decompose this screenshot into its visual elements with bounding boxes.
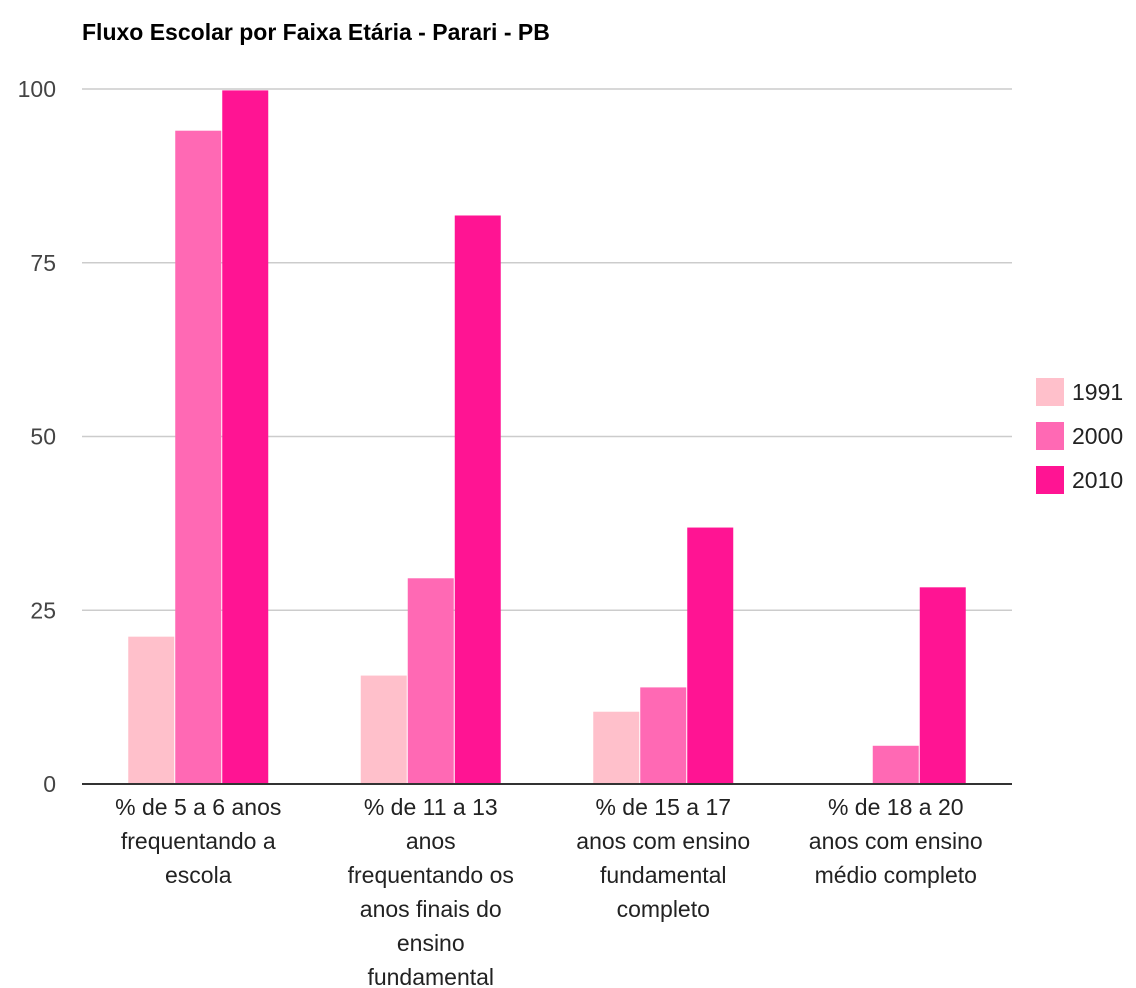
legend-swatch-2010 — [1036, 466, 1064, 494]
x-tick-label: fundamental — [600, 862, 727, 888]
y-tick-label: 75 — [30, 250, 56, 276]
x-tick-label: % de 5 a 6 anos — [115, 794, 281, 820]
bar-2000 — [175, 130, 222, 784]
axes: 0 25 50 75 100 % de 5 a 6 anos frequentando a e… — [18, 76, 1012, 988]
bar-2000 — [407, 578, 454, 784]
x-tick-label: % de 11 a 13 — [364, 794, 498, 820]
bar-1991 — [360, 675, 407, 784]
gridlines — [82, 88, 1012, 611]
y-tick-label: 50 — [30, 424, 56, 450]
x-tick-label: % de 18 a 20 — [828, 794, 964, 820]
chart-title: Fluxo Escolar por Faixa Etária - Parari … — [82, 19, 550, 45]
x-tick-label: anos com ensino — [809, 828, 983, 854]
x-tick-label: completo — [617, 896, 710, 922]
bar-2010 — [687, 527, 734, 784]
x-tick-label: ensino — [397, 930, 465, 956]
x-tick-label: anos — [406, 828, 456, 854]
x-tick-label: frequentando a — [121, 828, 276, 854]
x-tick-label: escola — [165, 862, 232, 888]
bar-2010 — [919, 587, 966, 784]
legend: 1991 2000 2010 — [1036, 378, 1123, 494]
bar-1991 — [128, 636, 175, 784]
y-tick-label: 25 — [30, 597, 56, 623]
bar-2010 — [222, 90, 269, 784]
x-tick-label: fundamental — [367, 964, 494, 988]
x-tick-label: frequentando os — [348, 862, 514, 888]
x-tick-label: % de 15 a 17 — [595, 794, 731, 820]
y-tick-label: 0 — [43, 771, 56, 797]
bars — [128, 90, 966, 785]
bar-2000 — [640, 687, 687, 784]
bar-1991 — [593, 711, 640, 784]
x-tick-label: anos finais do — [360, 896, 502, 922]
legend-label: 2010 — [1072, 467, 1123, 493]
bar-2010 — [454, 215, 501, 785]
x-tick-label: médio completo — [815, 862, 977, 888]
legend-label: 2000 — [1072, 423, 1123, 449]
y-tick-label: 100 — [18, 76, 56, 102]
legend-label: 1991 — [1072, 379, 1123, 405]
bar-2000 — [872, 745, 919, 784]
x-tick-label: anos com ensino — [576, 828, 750, 854]
legend-swatch-2000 — [1036, 422, 1064, 450]
legend-swatch-1991 — [1036, 378, 1064, 406]
